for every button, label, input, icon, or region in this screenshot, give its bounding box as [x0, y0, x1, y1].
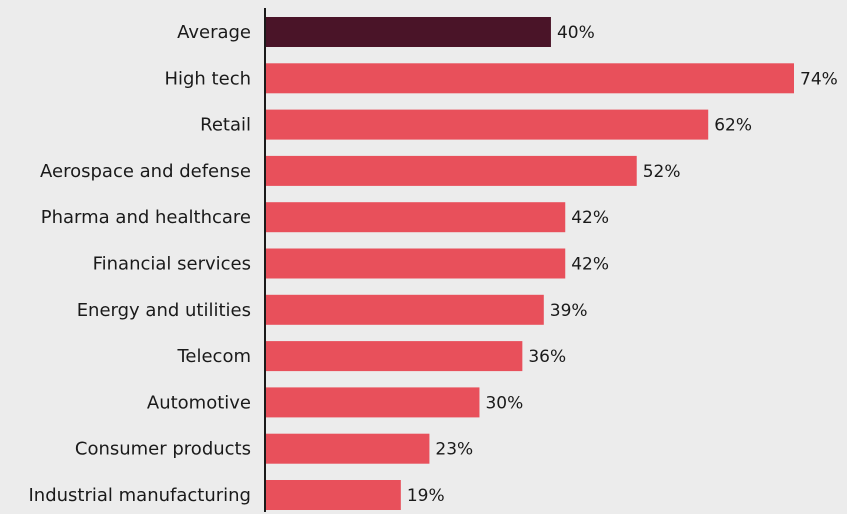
- average-bar: [265, 17, 551, 47]
- category-label: Retail: [200, 115, 251, 136]
- value-label: 36%: [528, 347, 566, 367]
- bar: [265, 341, 523, 372]
- category-label: Industrial manufacturing: [29, 485, 252, 506]
- value-label: 62%: [714, 116, 752, 136]
- value-label: 52%: [643, 162, 681, 182]
- category-label: Consumer products: [75, 439, 251, 460]
- value-label: 23%: [435, 440, 473, 460]
- bars-group: Average 40% High tech 74% Retail 62% Aerospace…: [29, 17, 838, 510]
- bar: [265, 433, 430, 464]
- value-label: 42%: [571, 208, 609, 228]
- bar: [265, 480, 401, 510]
- value-label: 40%: [557, 23, 595, 43]
- bar: [265, 155, 637, 186]
- value-label: 30%: [485, 393, 523, 413]
- bar: [265, 294, 544, 325]
- value-label: 74%: [800, 69, 838, 89]
- category-label: Average: [177, 22, 251, 43]
- category-label: Aerospace and defense: [40, 161, 251, 182]
- category-label: Telecom: [176, 346, 251, 367]
- bar: [265, 387, 480, 418]
- bar: [265, 109, 709, 140]
- category-label: Automotive: [147, 392, 251, 413]
- value-label: 39%: [550, 301, 588, 321]
- category-label: Energy and utilities: [77, 300, 251, 321]
- category-label: Pharma and healthcare: [41, 207, 251, 228]
- value-label: 19%: [407, 486, 445, 506]
- bar: [265, 202, 566, 233]
- category-label: Financial services: [93, 254, 251, 275]
- bar: [265, 63, 794, 94]
- bar: [265, 248, 566, 279]
- category-label: High tech: [164, 68, 251, 89]
- value-label: 42%: [571, 255, 609, 275]
